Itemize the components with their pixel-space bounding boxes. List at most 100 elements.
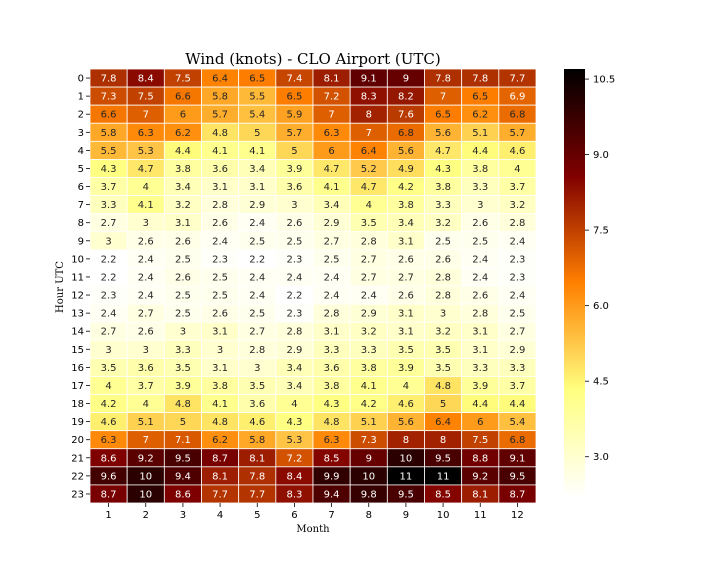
cell-value-label: 7.7 xyxy=(509,74,525,85)
cell-value-label: 3.3 xyxy=(435,200,451,211)
y-tick-label: 5 xyxy=(78,164,84,175)
cell-value-label: 5.6 xyxy=(398,146,414,157)
cell-value-label: 4.8 xyxy=(175,399,191,410)
cell-value-label: 3.5 xyxy=(249,381,265,392)
cell-value-label: 4.4 xyxy=(175,146,191,157)
cell-value-label: 3.7 xyxy=(138,381,154,392)
cell-value-label: 10 xyxy=(362,471,375,482)
cell-value-label: 2.8 xyxy=(435,291,451,302)
cell-value-label: 3.5 xyxy=(361,218,377,229)
cell-value-label: 5.1 xyxy=(361,417,377,428)
cell-value-label: 8.5 xyxy=(435,489,451,500)
cell-value-label: 6.2 xyxy=(175,128,191,139)
cell-value-label: 5 xyxy=(254,128,260,139)
cell-value-label: 8.3 xyxy=(361,92,377,103)
cell-value-label: 6.3 xyxy=(324,128,340,139)
cell-value-label: 2.6 xyxy=(175,272,191,283)
cell-value-label: 3.8 xyxy=(398,200,414,211)
cell-value-label: 3.1 xyxy=(249,182,265,193)
cell-value-label: 4.4 xyxy=(472,146,488,157)
cell-value-label: 8.4 xyxy=(138,74,154,85)
cell-value-label: 6.5 xyxy=(472,92,488,103)
cell-value-label: 3 xyxy=(143,345,149,356)
cell-value-label: 4.9 xyxy=(398,164,414,175)
cell-value-label: 2.8 xyxy=(361,236,377,247)
cell-value-label: 3.5 xyxy=(101,363,117,374)
cell-value-label: 10 xyxy=(139,489,152,500)
cell-value-label: 9 xyxy=(403,74,409,85)
cell-value-label: 5 xyxy=(291,146,297,157)
cell-value-label: 2.7 xyxy=(138,309,154,320)
y-tick-label: 23 xyxy=(71,489,84,500)
cell-value-label: 2.7 xyxy=(101,327,117,338)
cell-value-label: 4.6 xyxy=(249,417,265,428)
cell-value-label: 2.4 xyxy=(249,218,265,229)
cell-value-label: 2.4 xyxy=(324,291,340,302)
cell-value-label: 4.1 xyxy=(249,146,265,157)
y-tick-label: 7 xyxy=(78,200,84,211)
cell-value-label: 2.4 xyxy=(286,272,302,283)
x-tick-label: 6 xyxy=(291,510,297,521)
cell-value-label: 8.7 xyxy=(101,489,117,500)
cell-value-label: 4.4 xyxy=(472,399,488,410)
cell-value-label: 11 xyxy=(400,471,413,482)
cell-value-label: 2.2 xyxy=(286,291,302,302)
cell-value-label: 4.6 xyxy=(398,399,414,410)
x-tick-label: 7 xyxy=(328,510,334,521)
cell-value-label: 2.8 xyxy=(435,272,451,283)
cell-value-label: 3.4 xyxy=(324,200,340,211)
cell-value-label: 4.1 xyxy=(138,200,154,211)
cell-value-label: 2.3 xyxy=(212,254,228,265)
cell-value-label: 8.2 xyxy=(398,92,414,103)
cell-value-label: 3.9 xyxy=(398,363,414,374)
cell-value-label: 7.8 xyxy=(435,74,451,85)
cell-value-label: 3.1 xyxy=(472,327,488,338)
cell-value-label: 5.8 xyxy=(212,92,228,103)
colorbar-tick-label: 7.5 xyxy=(593,226,609,237)
cell-value-label: 8.1 xyxy=(212,471,228,482)
cell-value-label: 7 xyxy=(143,435,149,446)
cell-value-label: 9.2 xyxy=(472,471,488,482)
cell-value-label: 2.5 xyxy=(212,291,228,302)
y-tick-label: 9 xyxy=(78,236,84,247)
cell-value-label: 9.1 xyxy=(361,74,377,85)
cell-value-label: 4.8 xyxy=(435,381,451,392)
cell-value-label: 5.3 xyxy=(286,435,302,446)
cell-value-label: 2.7 xyxy=(249,327,265,338)
cell-value-label: 2.7 xyxy=(361,254,377,265)
cell-value-label: 4 xyxy=(143,399,149,410)
cell-value-label: 2.2 xyxy=(101,254,117,265)
cell-value-label: 2.6 xyxy=(472,218,488,229)
cell-value-label: 6.3 xyxy=(138,128,154,139)
cell-value-label: 3 xyxy=(440,309,446,320)
cell-value-label: 5.7 xyxy=(286,128,302,139)
cell-value-label: 4.7 xyxy=(361,182,377,193)
cell-value-label: 2.4 xyxy=(212,236,228,247)
cell-value-label: 3.1 xyxy=(175,218,191,229)
cell-value-label: 3.1 xyxy=(324,327,340,338)
cell-value-label: 2.5 xyxy=(435,236,451,247)
cell-value-label: 2.4 xyxy=(138,272,154,283)
cell-value-label: 2.3 xyxy=(286,254,302,265)
cell-value-label: 2.4 xyxy=(101,309,117,320)
cell-value-label: 7.8 xyxy=(472,74,488,85)
cell-value-label: 2.6 xyxy=(138,327,154,338)
cell-value-label: 2.6 xyxy=(138,236,154,247)
cell-value-label: 4.7 xyxy=(138,164,154,175)
cell-value-label: 5.8 xyxy=(249,435,265,446)
cell-value-label: 5.5 xyxy=(249,92,265,103)
cell-value-label: 3.8 xyxy=(324,381,340,392)
cell-value-label: 8 xyxy=(366,110,372,121)
cell-value-label: 7.5 xyxy=(175,74,191,85)
x-tick-label: 9 xyxy=(403,510,409,521)
cell-value-label: 3.1 xyxy=(212,327,228,338)
cell-value-label: 2.3 xyxy=(286,309,302,320)
cell-value-label: 3.1 xyxy=(472,345,488,356)
cell-value-label: 9.9 xyxy=(324,471,340,482)
cell-value-label: 4.3 xyxy=(286,417,302,428)
cell-value-label: 5.3 xyxy=(138,146,154,157)
cell-value-label: 3.3 xyxy=(472,182,488,193)
cell-value-label: 7.3 xyxy=(101,92,117,103)
cell-value-label: 9.6 xyxy=(101,471,117,482)
chart-title: Wind (knots) - CLO Airport (UTC) xyxy=(185,50,441,68)
